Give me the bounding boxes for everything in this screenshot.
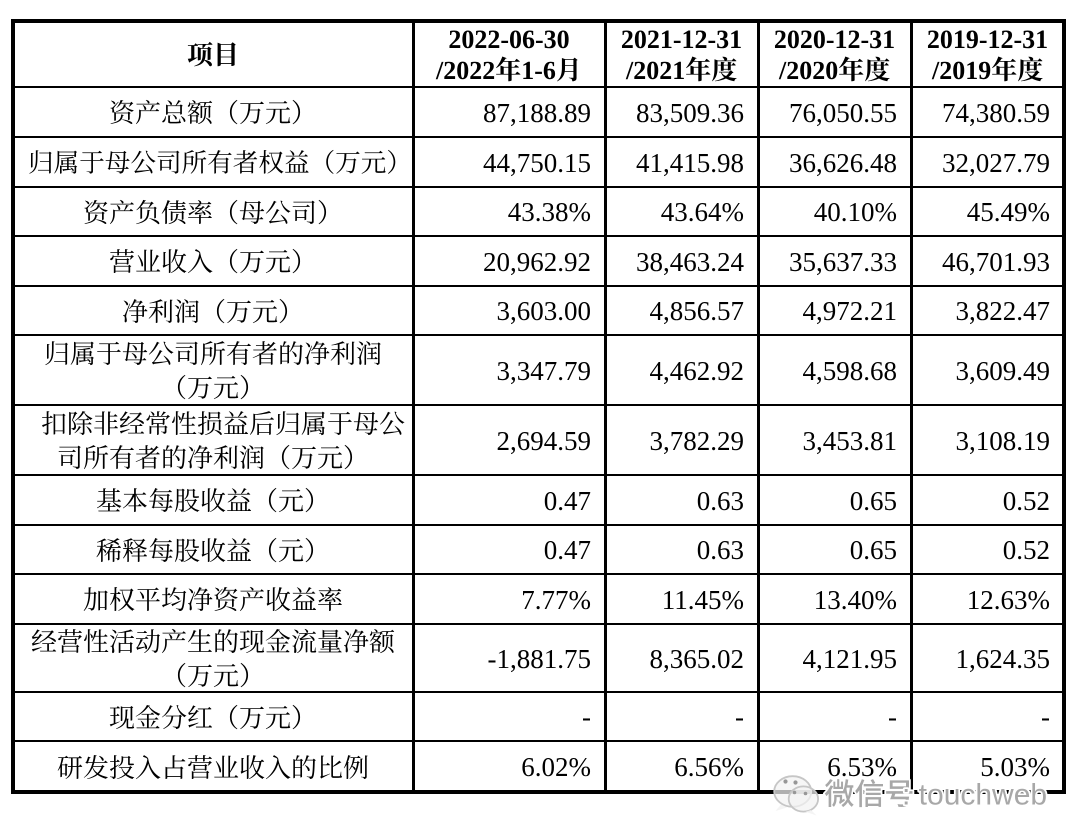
svg-text:: touchweb: : touchweb [902, 779, 1047, 812]
